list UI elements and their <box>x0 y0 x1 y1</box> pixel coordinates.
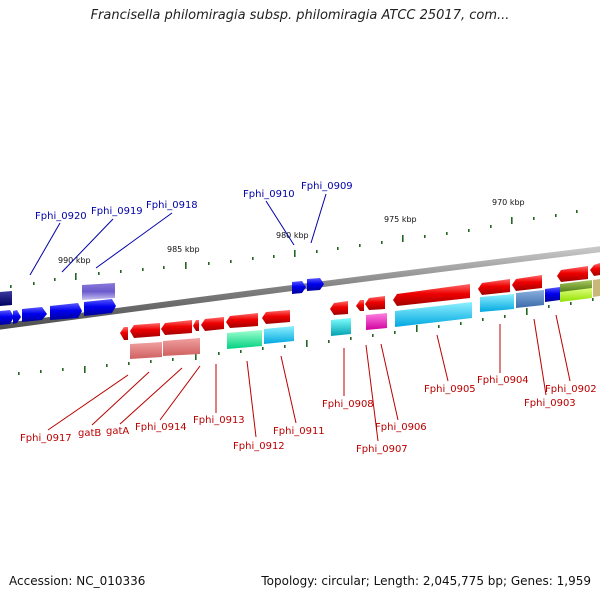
band-pink-2 <box>163 338 200 356</box>
gene-fphi-0919b <box>50 303 82 320</box>
map-title: Francisella philomiragia subsp. philomir… <box>90 8 510 23</box>
label-fphi-0918: Fphi_0918 <box>146 200 198 211</box>
band-cyan-2 <box>395 302 472 327</box>
gene-fphi-0901 <box>590 263 600 276</box>
band-pink-1 <box>130 342 162 359</box>
kbp-label-975: 975 kbp <box>384 215 417 224</box>
label-fphi-0903: Fphi_0903 <box>524 398 576 409</box>
label-gatb: gatB <box>78 428 101 439</box>
gene-fphi-0909 <box>307 278 324 291</box>
gene-fphi-0914 <box>226 313 258 328</box>
reverse-genes[interactable] <box>120 263 600 359</box>
label-fphi-0917: Fphi_0917 <box>20 433 72 444</box>
genome-summary: Topology: circular; Length: 2,045,775 bp… <box>261 574 591 588</box>
gene-gatb-small <box>193 320 199 331</box>
label-fphi-0907: Fphi_0907 <box>356 444 408 455</box>
lower-leaders <box>47 314 571 442</box>
band-green <box>227 330 262 349</box>
band-blue-small <box>545 287 560 302</box>
gene-fphi-0920b <box>13 310 21 324</box>
gene-fphi-0904 <box>478 279 510 295</box>
label-fphi-0920: Fphi_0920 <box>35 211 87 222</box>
label-fphi-0904: Fphi_0904 <box>477 375 529 386</box>
label-fphi-0909: Fphi_0909 <box>301 181 353 192</box>
gene-fphi-0905 <box>393 284 470 306</box>
kbp-label-980: 980 kbp <box>276 231 309 240</box>
gene-fphi-0917a <box>120 327 128 340</box>
band-steel <box>516 290 544 308</box>
gene-fphi-0906 <box>365 296 385 310</box>
label-fphi-0905: Fphi_0905 <box>424 384 476 395</box>
upper-leaders <box>29 193 327 276</box>
gene-fphi-0908 <box>330 301 348 315</box>
label-fphi-0914: Fphi_0914 <box>135 422 187 433</box>
gene-fphi-0917 <box>130 323 160 338</box>
gene-fphi-0919 <box>22 307 47 322</box>
label-fphi-0902: Fphi_0902 <box>545 384 597 395</box>
band-cyan-1 <box>264 326 294 344</box>
label-fphi-0908: Fphi_0908 <box>322 399 374 410</box>
label-gata: gatA <box>106 426 129 437</box>
kbp-label-990: 990 kbp <box>58 256 91 265</box>
scale-ticks <box>10 210 578 288</box>
label-fphi-0919: Fphi_0919 <box>91 206 143 217</box>
gene-fphi-0913 <box>262 310 290 324</box>
accession-label: Accession: NC_010336 <box>9 574 146 588</box>
label-fphi-0911: Fphi_0911 <box>273 426 325 437</box>
gene-fphi-0920 <box>0 310 14 325</box>
label-fphi-0906: Fphi_0906 <box>375 422 427 433</box>
band-magenta <box>366 313 387 330</box>
label-fphi-0910: Fphi_0910 <box>243 189 295 200</box>
forward-genes[interactable] <box>0 278 324 325</box>
band-teal <box>331 318 351 336</box>
gene-fphi-0907 <box>356 300 364 311</box>
label-fphi-0913: Fphi_0913 <box>193 415 245 426</box>
gene-gata <box>201 317 224 331</box>
band-tan <box>593 279 600 297</box>
gene-fphi-0902 <box>557 266 588 282</box>
label-fphi-0912: Fphi_0912 <box>233 441 285 452</box>
band-lime <box>560 288 592 302</box>
gene-fphi-0918 <box>84 299 116 316</box>
lower-ticks <box>18 298 594 375</box>
gene-fphi-0910 <box>292 281 306 294</box>
band-cyan-3 <box>480 294 514 312</box>
gene-navy <box>0 291 12 306</box>
gene-fphi-0903 <box>512 275 542 291</box>
gene-gatb <box>161 320 192 335</box>
gene-lav <box>82 283 115 300</box>
kbp-label-970: 970 kbp <box>492 198 525 207</box>
kbp-label-985: 985 kbp <box>167 245 200 254</box>
